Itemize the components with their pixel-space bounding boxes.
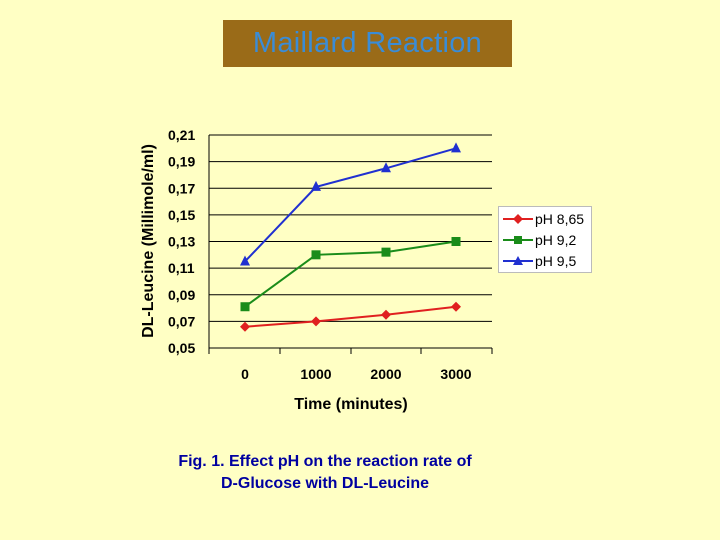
legend-label: pH 9,2 [535, 232, 577, 248]
legend-item-ph-92: pH 9,2 [503, 230, 576, 250]
y-tick-label: 0,11 [168, 260, 195, 276]
data-point-diamond [451, 301, 461, 312]
data-point-diamond [311, 316, 321, 327]
y-tick-label: 0,05 [168, 340, 195, 356]
series-line [244, 147, 457, 263]
series-line [244, 305, 457, 328]
legend-label: pH 9,5 [535, 253, 577, 269]
caption-line-1: Fig. 1. Effect pH on the reaction rate o… [178, 453, 472, 470]
data-point-square [240, 302, 250, 312]
data-point-triangle [381, 162, 391, 173]
data-point-triangle [311, 180, 321, 191]
legend-item-ph-865: pH 8,65 [503, 209, 584, 229]
x-tick-label: 0 [241, 366, 249, 382]
x-tick-label: 3000 [440, 366, 471, 382]
y-tick-label: 0,15 [168, 207, 195, 223]
y-axis-label: DL-Leucine (Millimole/ml) [140, 144, 157, 338]
data-point-square [311, 250, 321, 260]
x-tick-label: 2000 [370, 366, 401, 382]
series-line [244, 240, 457, 308]
data-point-square [381, 247, 391, 257]
caption-line-2: D-Glucose with DL-Leucine [220, 475, 429, 492]
legend-swatch [503, 213, 533, 225]
title-box: Maillard Reaction [223, 20, 512, 67]
legend-item-ph-95: pH 9,5 [503, 251, 576, 271]
legend-label: pH 8,65 [535, 211, 585, 227]
legend-swatch [503, 234, 533, 246]
y-tick-label: 0,21 [168, 127, 195, 143]
figure-caption: Fig. 1. Effect pH on the reaction rate o… [150, 451, 500, 495]
data-point-diamond [240, 321, 250, 332]
chart-title: Maillard Reaction [252, 27, 483, 59]
legend: pH 8,65 pH 9,2 pH 9,5 [498, 206, 592, 273]
data-point-triangle [451, 142, 461, 153]
y-tick-label: 0,19 [168, 154, 195, 170]
data-point-diamond [381, 309, 391, 320]
y-tick-label: 0,07 [168, 313, 195, 329]
data-point-square [451, 237, 461, 246]
x-axis-label: Time (minutes) [294, 396, 408, 413]
x-tick-label: 1000 [300, 366, 331, 382]
y-tick-label: 0,17 [168, 180, 195, 196]
legend-swatch [503, 255, 533, 267]
data-point-triangle [240, 255, 250, 266]
y-tick-label: 0,13 [168, 234, 195, 250]
y-tick-label: 0,09 [168, 287, 195, 303]
